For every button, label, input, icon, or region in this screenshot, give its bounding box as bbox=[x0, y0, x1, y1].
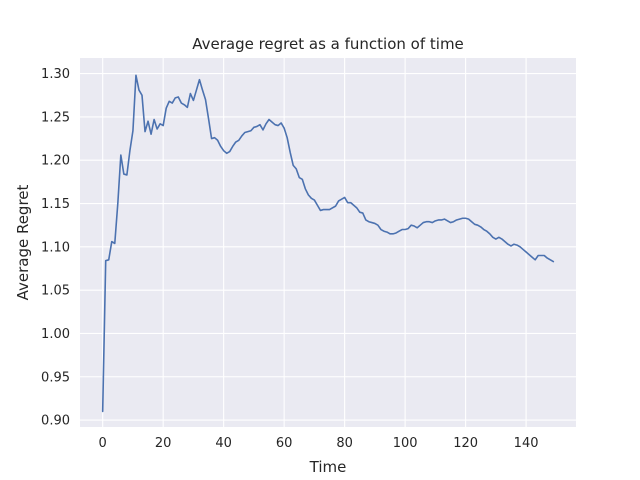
y-tick-label: 1.30 bbox=[41, 67, 70, 82]
x-tick-label: 40 bbox=[215, 436, 232, 451]
y-tick-label: 0.95 bbox=[41, 370, 70, 385]
y-tick-label: 1.05 bbox=[41, 284, 70, 299]
x-axis-label: Time bbox=[309, 458, 347, 476]
x-tick-label: 80 bbox=[336, 436, 353, 451]
y-tick-label: 1.15 bbox=[41, 197, 70, 212]
x-tick-label: 100 bbox=[393, 436, 418, 451]
y-tick-labels: 0.90 0.95 1.00 1.05 1.10 1.15 1.20 1.25 1.30 bbox=[41, 67, 70, 428]
x-tick-label: 20 bbox=[155, 436, 172, 451]
y-tick-label: 1.20 bbox=[41, 154, 70, 169]
y-tick-label: 0.90 bbox=[41, 414, 70, 429]
chart-title: Average regret as a function of time bbox=[192, 35, 464, 53]
y-axis-label: Average Regret bbox=[14, 184, 32, 300]
x-tick-labels: 0 20 40 60 80 100 120 140 bbox=[99, 436, 539, 451]
x-tick-label: 0 bbox=[99, 436, 107, 451]
y-tick-label: 1.25 bbox=[41, 110, 70, 125]
grid-lines bbox=[80, 58, 576, 427]
y-tick-label: 1.00 bbox=[41, 327, 70, 342]
plot-area bbox=[80, 58, 576, 427]
series-line bbox=[101, 74, 555, 413]
x-tick-label: 60 bbox=[276, 436, 293, 451]
x-tick-label: 140 bbox=[514, 436, 539, 451]
y-tick-label: 1.10 bbox=[41, 240, 70, 255]
x-tick-label: 120 bbox=[453, 436, 478, 451]
